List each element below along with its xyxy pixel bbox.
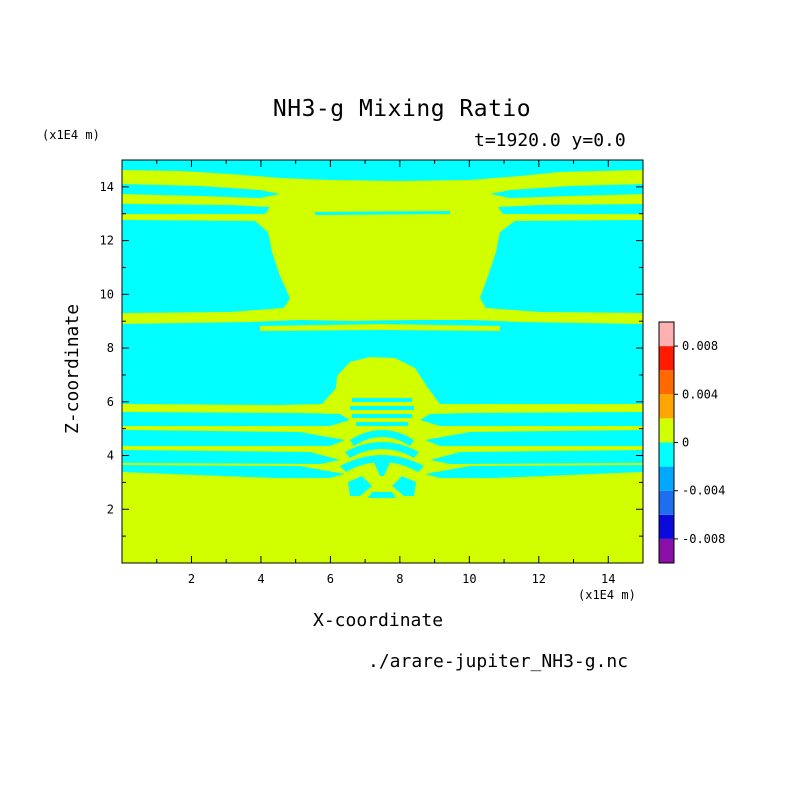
- y-tick-label: 14: [100, 180, 114, 194]
- y-tick-label: 12: [100, 234, 114, 248]
- x-tick-label: 6: [327, 572, 334, 586]
- x-tick-label: 4: [257, 572, 264, 586]
- center-arch: [345, 442, 419, 458]
- plot-frame: [121, 159, 644, 564]
- center-arch: [340, 455, 424, 472]
- band-cyan-1-right: [420, 412, 643, 426]
- colorbar-swatch: [659, 394, 674, 419]
- x-axis-unit: (x1E4 m): [578, 588, 636, 602]
- upper-thin-band-right: [490, 184, 643, 198]
- x-tick-label: 14: [601, 572, 615, 586]
- colorbar: 0.008 0.004 0 -0.004 -0.008: [658, 321, 725, 564]
- colorbar-swatch: [659, 322, 674, 347]
- center-lower: [368, 492, 396, 498]
- colorbar-swatch: [659, 370, 674, 395]
- mid-thin-yellow-inside: [260, 324, 500, 331]
- central-structure: [340, 398, 424, 498]
- band-cyan-4: [122, 465, 345, 478]
- colorbar-tick-label: 0.004: [682, 387, 718, 401]
- center-lower: [392, 476, 416, 496]
- x-tick-label: 10: [462, 572, 476, 586]
- colorbar-swatch: [659, 466, 674, 491]
- center-stripe: [352, 398, 412, 402]
- center-lower: [348, 476, 372, 496]
- center-stripe: [356, 422, 408, 426]
- y-tick-label: 10: [100, 287, 114, 301]
- chart-subtitle: t=1920.0 y=0.0: [474, 130, 626, 151]
- x-tick-label: 12: [532, 572, 546, 586]
- x-axis-label: X-coordinate: [313, 610, 444, 631]
- colorbar-tick-label: 0.008: [682, 339, 718, 353]
- y-tick-label: 8: [107, 341, 114, 355]
- colorbar-swatch: [659, 514, 674, 539]
- thin-line-top: [315, 211, 450, 215]
- center-arch: [350, 430, 414, 446]
- y-tick-label: 4: [107, 449, 114, 463]
- colorbar-swatch: [659, 346, 674, 371]
- x-tick-label: 2: [188, 572, 195, 586]
- right-lobe-cyan: [480, 204, 643, 313]
- upper-thin-band-left: [122, 184, 280, 198]
- left-lobe-cyan: [122, 204, 290, 313]
- y-axis: 2 4 6 8 10 12 14: [100, 180, 643, 537]
- colorbar-swatch: [659, 418, 674, 443]
- x-axis: 2 4 6 8 10 12 14: [156, 160, 615, 586]
- band-cyan-3: [122, 450, 340, 464]
- colorbar-tick-label: 0: [682, 436, 689, 450]
- band-cyan-3-right: [430, 450, 643, 464]
- band-cyan-1: [122, 412, 350, 426]
- colorbar-tick-label: -0.004: [682, 484, 725, 498]
- y-axis-unit: (x1E4 m): [42, 128, 100, 142]
- x-tick-label: 8: [396, 572, 403, 586]
- band-cyan-4-right: [425, 465, 643, 478]
- contour-field: [122, 160, 643, 563]
- colorbar-tick-label: -0.008: [682, 532, 725, 546]
- center-diamond: [372, 458, 392, 476]
- top-band-cyan: [122, 160, 643, 181]
- center-stripe: [350, 406, 414, 410]
- y-tick-label: 6: [107, 395, 114, 409]
- colorbar-swatch: [659, 490, 674, 515]
- chart-title: NH3-g Mixing Ratio: [272, 96, 532, 122]
- band-cyan-2: [122, 430, 345, 446]
- source-filename: ./arare-jupiter_NH3-g.nc: [368, 651, 629, 672]
- mid-upper-band-cyan: [122, 320, 643, 405]
- y-tick-label: 2: [107, 502, 114, 516]
- colorbar-swatch: [659, 538, 674, 563]
- colorbar-swatch: [659, 442, 674, 467]
- center-stripe: [352, 414, 412, 418]
- band-cyan-2-right: [425, 430, 643, 446]
